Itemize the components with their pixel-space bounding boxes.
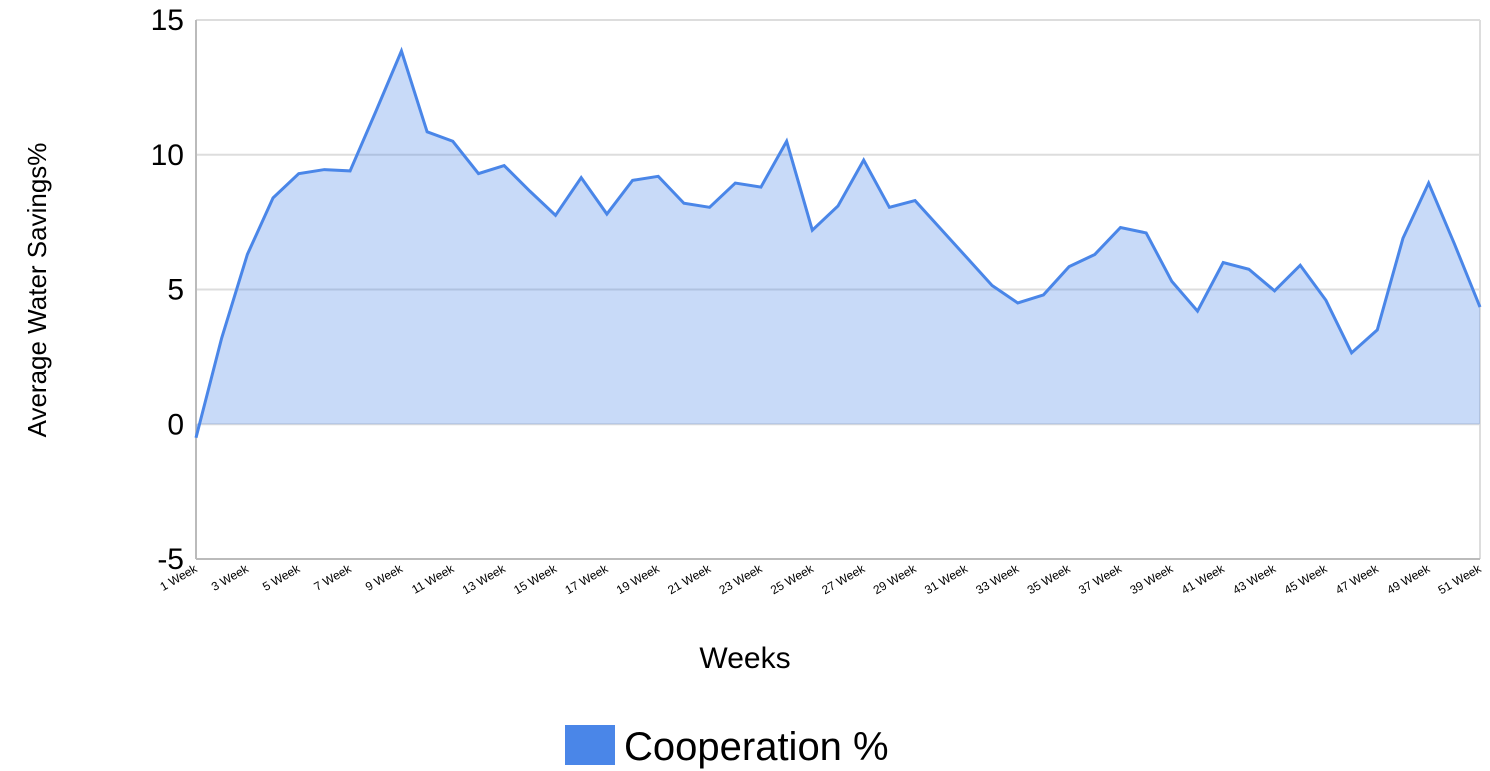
x-tick-label: 43 Week [1230, 561, 1279, 597]
x-tick-label: 49 Week [1384, 561, 1433, 597]
x-tick-label: 37 Week [1076, 561, 1125, 597]
x-tick-label: 31 Week [922, 561, 971, 597]
x-tick-label: 7 Week [312, 561, 355, 594]
x-tick-label: 51 Week [1436, 561, 1485, 597]
x-tick-label: 45 Week [1282, 561, 1331, 597]
y-tick-label: 0 [167, 408, 184, 441]
legend-label: Cooperation % [624, 725, 889, 769]
legend-swatch [565, 725, 615, 765]
y-axis-label: Average Water Savings% [22, 143, 52, 438]
y-tick-label: 10 [151, 139, 184, 172]
x-tick-label: 21 Week [665, 561, 714, 597]
x-tick-label: 17 Week [563, 561, 612, 597]
x-tick-label: 23 Week [717, 561, 766, 597]
x-tick-label: 3 Week [209, 561, 252, 594]
x-tick-label: 15 Week [511, 561, 560, 597]
x-axis-label: Weeks [699, 642, 790, 675]
y-tick-label: -5 [157, 543, 184, 576]
x-tick-label: 25 Week [768, 561, 817, 597]
x-tick-label: 39 Week [1128, 561, 1177, 597]
x-tick-label: 29 Week [871, 561, 920, 597]
x-tick-label: 13 Week [460, 561, 509, 597]
x-tick-label: 5 Week [260, 561, 303, 594]
y-tick-label: 5 [167, 274, 184, 307]
area-fill [196, 50, 1480, 438]
x-tick-label: 9 Week [363, 561, 406, 594]
area-line [194, 46, 1482, 439]
x-tick-label: 11 Week [409, 561, 457, 597]
y-tick-label: 15 [151, 4, 184, 37]
x-tick-label: 41 Week [1179, 561, 1228, 597]
x-tick-label: 19 Week [614, 561, 663, 597]
x-tick-label: 47 Week [1333, 561, 1382, 597]
x-tick-label: 27 Week [819, 561, 868, 597]
x-tick-label: 35 Week [1025, 561, 1074, 597]
x-tick-label: 33 Week [973, 561, 1022, 597]
